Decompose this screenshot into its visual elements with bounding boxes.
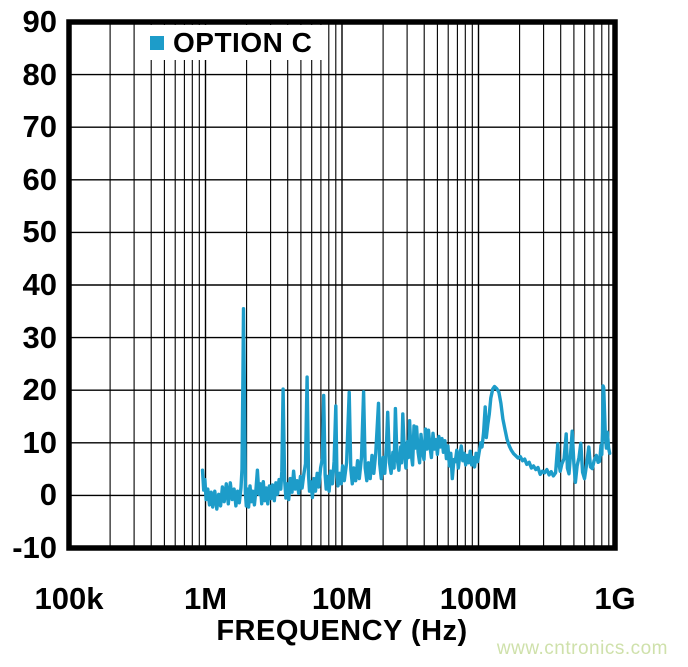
y-tick-label: -10 <box>12 530 57 565</box>
x-axis-title: FREQUENCY (Hz) <box>216 615 468 647</box>
legend: OPTION C <box>143 25 327 60</box>
x-tick-label: 1M <box>183 581 228 616</box>
y-tick-label: 60 <box>22 161 57 197</box>
y-tick-label: 10 <box>22 424 57 460</box>
x-tick-label: 10M <box>311 581 373 616</box>
y-tick-label: 70 <box>22 109 57 145</box>
y-tick-label: 80 <box>22 56 57 92</box>
y-tick-label: 40 <box>22 267 57 302</box>
x-tick-label: 100M <box>439 581 518 616</box>
y-tick-label: 20 <box>22 372 57 408</box>
y-tick-label: 90 <box>22 4 57 39</box>
y-tick-label: 50 <box>22 214 57 250</box>
x-tick-label: 100k <box>34 581 104 616</box>
watermark-text: www.cntronics.com <box>496 638 668 659</box>
y-tick-label: 0 <box>39 477 57 513</box>
legend-swatch-icon <box>150 35 164 50</box>
y-tick-label: 30 <box>22 319 57 355</box>
legend-label: OPTION C <box>173 26 313 58</box>
x-tick-label: 1G <box>594 581 636 616</box>
